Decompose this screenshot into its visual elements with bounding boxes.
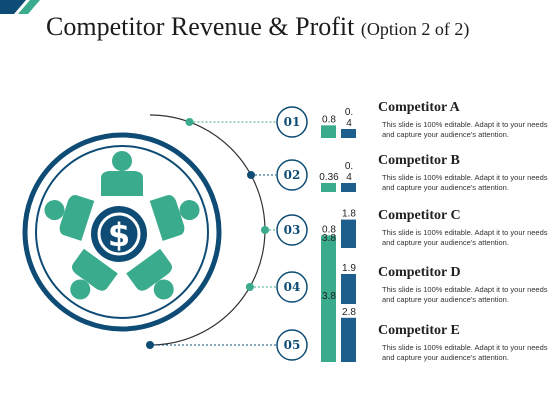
competitor-name: Competitor D (378, 265, 461, 280)
bar-value-label: 1.9 (342, 263, 356, 274)
person-icon (44, 194, 95, 241)
competitor-description: This slide is 100% editable. Adapt it to… (382, 120, 548, 139)
person-icon (101, 151, 143, 196)
wheel-outer-ring (22, 132, 222, 332)
number-label: 04 (284, 280, 301, 294)
bar-value-label: 0.8 (322, 114, 336, 125)
bar-value-label: 3.8 (322, 233, 336, 244)
person-icon (149, 194, 200, 241)
number-badge (276, 329, 308, 361)
bar-value-label: 1.8 (342, 209, 356, 220)
number-label: 01 (284, 115, 301, 129)
number-label: 03 (284, 223, 301, 237)
number-label: 05 (284, 338, 301, 352)
bar-value-label: 2.8 (342, 307, 356, 318)
profit-bar (341, 317, 356, 362)
person-icon (70, 248, 118, 300)
corner-decoration (0, 0, 40, 14)
competitor-description: This slide is 100% editable. Adapt it to… (382, 285, 548, 304)
bar-value-label: 0.8 (322, 224, 336, 235)
wheel-inner-ring (35, 145, 209, 319)
bar-chart: 0.8 0. 4 0.36 0. 4 0.8 1.8 3.8 1.9 3.8 2.8 (319, 107, 356, 362)
people-wheel: $ (22, 132, 222, 332)
arc-dot (246, 171, 255, 179)
profit-bar (341, 129, 356, 138)
bar-value-label: 0. 4 (345, 107, 353, 129)
revenue-bar (321, 125, 336, 138)
page-title: Competitor Revenue & Profit (Option 2 of… (46, 12, 470, 41)
arc-dot (245, 283, 254, 291)
page-subtitle: (Option 2 of 2) (360, 19, 470, 39)
profit-bar (341, 183, 356, 192)
arc-dot (261, 226, 269, 234)
revenue-bar (321, 244, 336, 304)
svg-text:$: $ (108, 216, 130, 254)
arc-dot (185, 118, 194, 126)
person-icon (126, 248, 174, 300)
bar-value-label: 3.8 (322, 291, 336, 302)
competitor-description: This slide is 100% editable. Adapt it to… (382, 173, 548, 192)
number-label: 02 (284, 168, 301, 182)
profit-bar (341, 274, 356, 304)
revenue-bar (321, 302, 336, 362)
competitor-name: Competitor C (378, 208, 461, 223)
number-badge (276, 159, 308, 191)
competitor-name: Competitor E (378, 323, 460, 338)
bar-value-label: 0. 4 (345, 161, 353, 183)
competitor-description: This slide is 100% editable. Adapt it to… (382, 343, 548, 362)
competitor-description: This slide is 100% editable. Adapt it to… (382, 228, 548, 247)
competitor-name: Competitor A (378, 100, 460, 115)
bar-value-label: 0.36 (319, 172, 339, 183)
revenue-bar (321, 183, 336, 192)
dollar-icon: $ (91, 206, 147, 262)
number-badge (276, 106, 308, 138)
competitor-rows: 01 02 03 04 05 (146, 106, 308, 361)
number-badge (276, 214, 308, 246)
arc-dot (146, 341, 154, 349)
number-badge (276, 271, 308, 303)
competitor-name: Competitor B (378, 153, 460, 168)
profit-bar (341, 219, 356, 248)
